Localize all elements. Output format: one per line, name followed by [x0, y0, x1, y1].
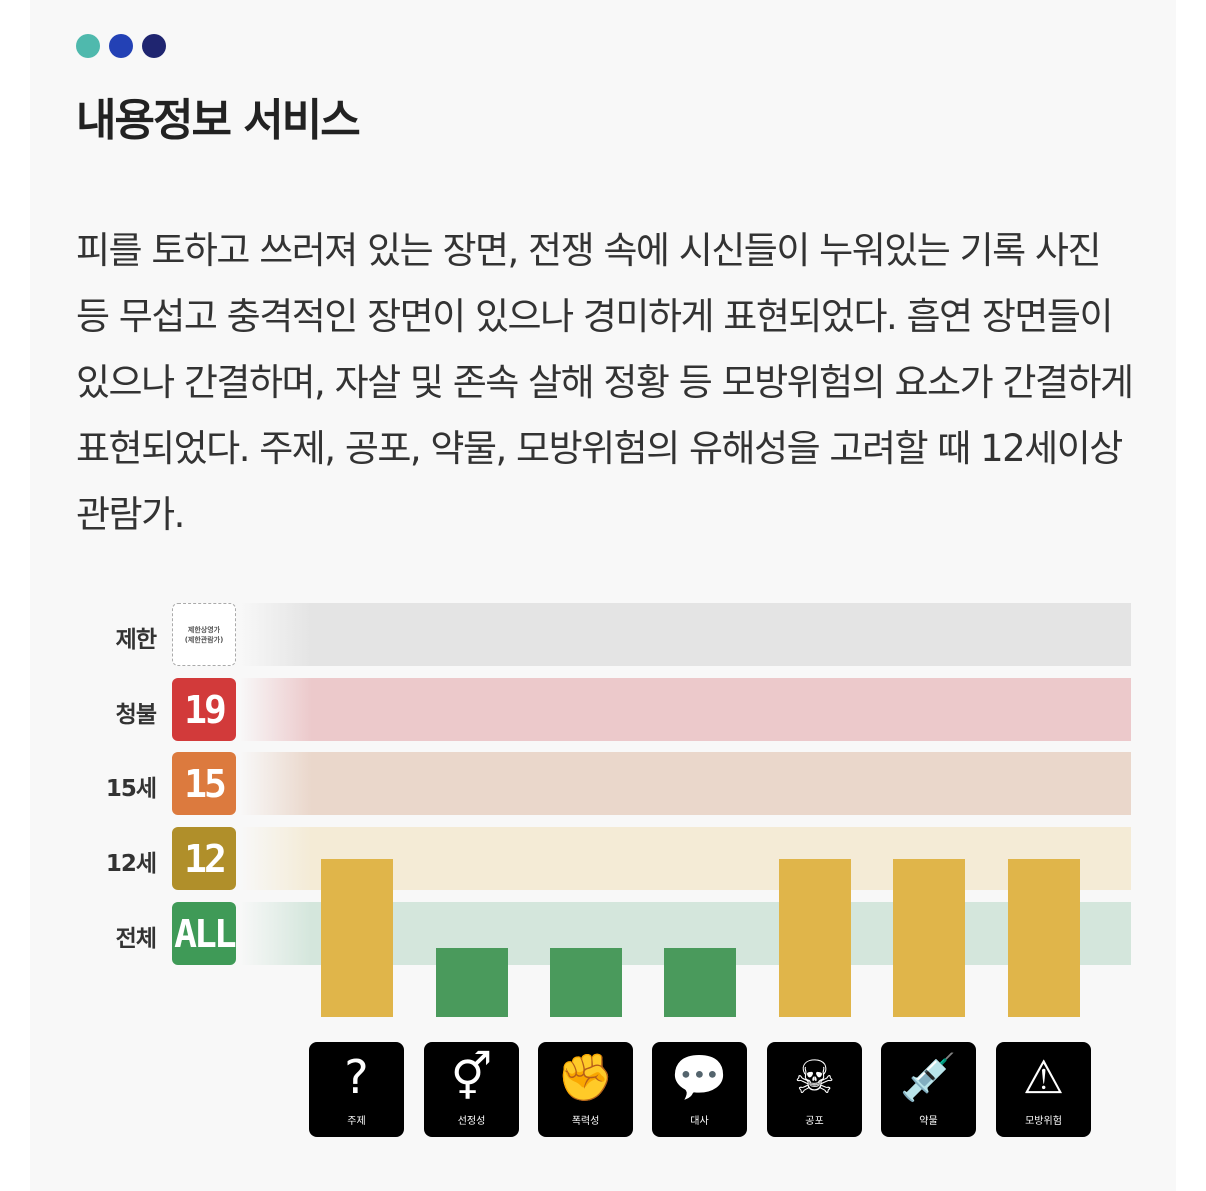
- icon-label: 약물: [919, 1116, 938, 1127]
- dialogue-glyph-icon: 💬: [670, 1050, 729, 1104]
- rating-description: 피를 토하고 쓰러져 있는 장면, 전쟁 속에 시신들이 누워있는 기록 사진 …: [76, 229, 1134, 536]
- bar-선정성: [436, 948, 508, 1017]
- section-title: 내용정보 서비스: [76, 95, 361, 146]
- bar-약물: [893, 859, 965, 1017]
- icon-label: 선정성: [457, 1116, 486, 1127]
- icon-label: 대사: [690, 1116, 709, 1127]
- badge-text: 제한상영가: [187, 625, 221, 634]
- level-band: [240, 752, 1131, 815]
- rating-badge-15: 15: [172, 752, 236, 815]
- violence-glyph-icon: ✊: [556, 1050, 615, 1104]
- level-label: 제한: [115, 627, 157, 653]
- theme-icon: ? 주제: [309, 1042, 404, 1137]
- sexuality-glyph-icon: ⚥: [450, 1050, 493, 1104]
- violence-icon: ✊ 폭력성: [538, 1042, 633, 1137]
- rating-badge-ALL: ALL: [172, 902, 237, 965]
- rating-badge-19: 19: [172, 678, 236, 741]
- dot-3: [142, 34, 166, 58]
- icon-label: 모방위험: [1025, 1116, 1062, 1127]
- level-label: 12세: [105, 851, 157, 877]
- fear-glyph-icon: ☠: [793, 1050, 836, 1104]
- imitation-icon: ⚠ 모방위험: [996, 1042, 1091, 1137]
- drug-icon: 💉 약물: [881, 1042, 976, 1137]
- level-band: [240, 678, 1131, 741]
- badge-text: (제한관람가): [184, 635, 224, 644]
- dialogue-icon: 💬 대사: [652, 1042, 747, 1137]
- icon-label: 주제: [347, 1116, 366, 1127]
- level-label: 전체: [115, 926, 157, 952]
- bar-공포: [779, 859, 851, 1017]
- bar-주제: [321, 859, 393, 1017]
- dot-2: [109, 34, 133, 58]
- sexuality-icon: ⚥ 선정성: [424, 1042, 519, 1137]
- icon-label: 폭력성: [571, 1116, 600, 1127]
- imitation-glyph-icon: ⚠: [1022, 1050, 1065, 1104]
- drug-glyph-icon: 💉: [899, 1050, 958, 1104]
- theme-glyph-icon: ?: [344, 1050, 369, 1104]
- icon-label: 공포: [805, 1116, 824, 1127]
- bar-대사: [664, 948, 736, 1017]
- bar-모방위험: [1008, 859, 1080, 1017]
- fear-icon: ☠ 공포: [767, 1042, 862, 1137]
- rating-badge-12: 12: [172, 827, 236, 890]
- level-label: 청불: [115, 702, 157, 728]
- rating-badge-restricted: 제한상영가 (제한관람가): [172, 603, 236, 666]
- level-band: [240, 603, 1131, 666]
- dot-1: [76, 34, 100, 58]
- level-label: 15세: [105, 776, 157, 802]
- bar-폭력성: [550, 948, 622, 1017]
- decor-dots: [76, 34, 166, 58]
